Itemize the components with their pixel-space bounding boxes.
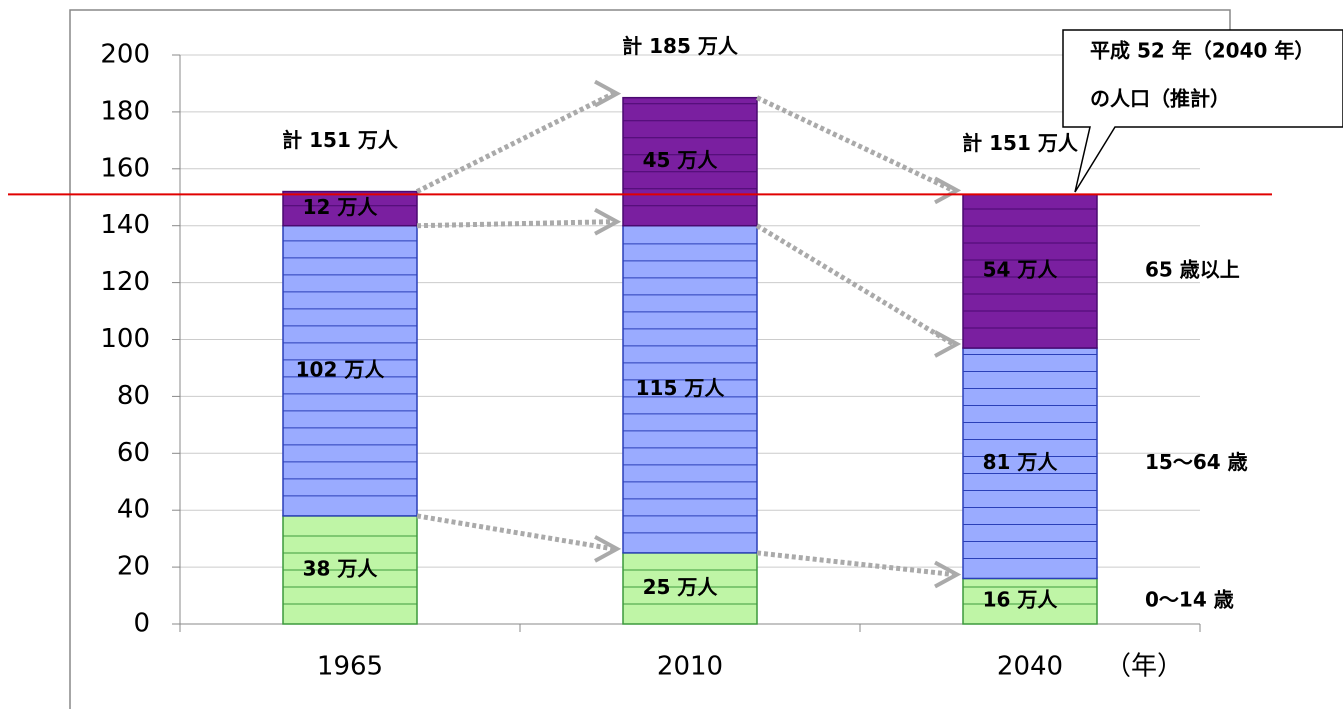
arrow-head	[934, 330, 962, 358]
callout-text: 平成 52 年（2040 年）	[1090, 39, 1314, 63]
y-tick-label: 40	[117, 495, 150, 525]
data-label: 115 万人	[636, 376, 726, 400]
bar-segment	[962, 347, 1098, 580]
arrow	[416, 219, 614, 229]
arrow	[756, 550, 954, 577]
arrow-head	[594, 207, 622, 236]
bar-segment	[622, 224, 758, 554]
data-label: 12 万人	[303, 195, 379, 219]
data-label: 54 万人	[983, 258, 1059, 282]
bar-segment	[622, 96, 758, 227]
data-label: 16 万人	[983, 588, 1059, 612]
series-label: 0～14 歳	[1145, 588, 1234, 612]
y-tick-label: 60	[117, 438, 150, 468]
data-label: 102 万人	[296, 357, 386, 381]
x-tick-label: 1965	[317, 652, 383, 682]
x-tick-label: 2010	[657, 652, 723, 682]
bar-segment	[282, 224, 418, 517]
y-tick-label: 120	[100, 267, 150, 297]
arrow-head	[934, 560, 962, 589]
y-tick-label: 20	[117, 552, 150, 582]
y-tick-label: 100	[100, 324, 150, 354]
x-tick-label: 2040	[997, 652, 1063, 682]
arrow-head	[594, 79, 622, 108]
y-tick-label: 80	[117, 381, 150, 411]
y-tick-label: 0	[133, 609, 150, 639]
frame	[69, 9, 1231, 709]
arrow	[416, 513, 614, 552]
y-tick-label: 180	[100, 96, 150, 126]
callout-text: の人口（推計）	[1090, 87, 1230, 111]
series-label: 65 歳以上	[1145, 258, 1240, 282]
data-label: 45 万人	[643, 148, 719, 172]
y-tick-label: 140	[100, 210, 150, 240]
bar-segment	[622, 552, 758, 625]
y-tick-label: 160	[100, 153, 150, 183]
data-label: 38 万人	[303, 556, 379, 580]
arrow-head	[934, 176, 962, 205]
total-label: 計 185 万人	[622, 34, 739, 58]
total-label: 計 151 万人	[282, 128, 399, 152]
bar-segment	[282, 190, 418, 227]
data-label: 81 万人	[983, 450, 1059, 474]
total-label: 計 151 万人	[962, 131, 1079, 155]
callout-box	[1062, 29, 1343, 193]
data-label: 25 万人	[643, 575, 719, 599]
arrow	[415, 91, 615, 194]
y-tick-label: 200	[100, 40, 150, 70]
arrow	[755, 95, 955, 193]
x-unit: （年）	[1105, 652, 1183, 682]
arrow	[755, 223, 955, 347]
series-label: 15～64 歳	[1145, 450, 1248, 474]
arrow-head	[594, 535, 622, 563]
